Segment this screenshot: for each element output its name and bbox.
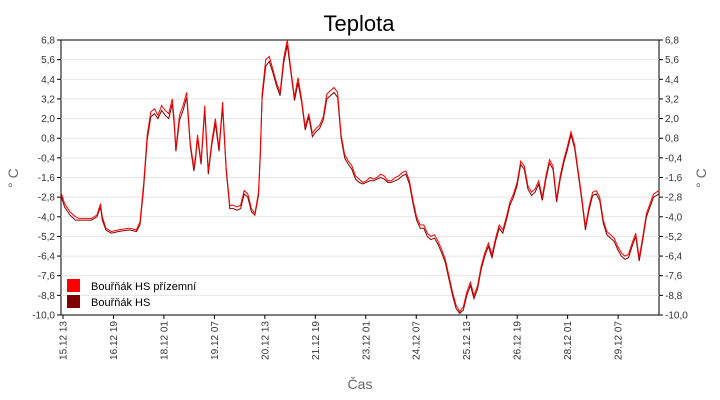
series-lines (60, 39, 660, 315)
x-tick-label: 16.12 19 (109, 321, 120, 360)
y-tick-label-right: 6,8 (665, 36, 679, 47)
y-tick-label-left: -6,4 (38, 252, 56, 263)
y-tick-label-left: -10,0 (32, 311, 55, 322)
x-tick-label: 29.12 07 (614, 321, 625, 360)
y-axis-right: 6,8 5,6 4,4 3,2 2,0 0,8 -0,4 -1,6 -2,8 -4,0 -5,2 -6… (659, 36, 688, 322)
y-tick-label-right: -5,2 (665, 232, 683, 243)
x-tick-label: 24.12 07 (412, 321, 423, 360)
y-tick-label-left: -2,8 (38, 193, 56, 204)
chart-title: Teplota (324, 11, 396, 36)
y-tick-label-left: -7,6 (38, 271, 56, 282)
y-tick-label-left: 5,6 (41, 55, 55, 66)
x-tick-label: 15.12 13 (59, 321, 70, 360)
y-tick-label-right: -7,6 (665, 271, 683, 282)
y-tick-label-left: 0,8 (41, 134, 55, 145)
y-tick-label-right: -8,8 (665, 291, 683, 302)
y-axis-title-left: ° C (5, 168, 21, 188)
y-tick-label-right: -6,4 (665, 252, 683, 263)
y-tick-label-left: -5,2 (38, 232, 56, 243)
x-tick-label: 25.12 13 (462, 321, 473, 360)
x-tick-label: 28.12 01 (563, 321, 574, 360)
legend-swatch-1 (67, 279, 80, 292)
y-tick-label-right: -1,6 (665, 173, 683, 184)
gridlines (61, 59, 659, 296)
series-line-1 (60, 39, 660, 313)
y-tick-label-left: 4,4 (41, 75, 55, 86)
y-tick-label-left: 3,2 (41, 94, 55, 105)
legend-label-1: Bouřňák HS přízemní (91, 281, 196, 293)
x-tick-label: 21.12 19 (311, 321, 322, 360)
legend: Bouřňák HS přízemní Bouřňák HS (67, 279, 196, 309)
x-tick-label: 19.12 07 (210, 321, 221, 360)
y-tick-label-right: 5,6 (665, 55, 679, 66)
y-tick-label-right: -4,0 (665, 212, 683, 223)
y-tick-label-right: 3,2 (665, 94, 679, 105)
y-tick-label-left: -4,0 (38, 212, 56, 223)
y-tick-label-right: -2,8 (665, 193, 683, 204)
y-tick-label-right: -0,4 (665, 153, 683, 164)
y-tick-label-right: 2,0 (665, 114, 679, 125)
x-tick-label: 26.12 19 (513, 321, 524, 360)
x-tick-label: 18.12 01 (159, 321, 170, 360)
legend-label-2: Bouřňák HS (91, 297, 150, 309)
y-axis-left: 6,8 5,6 4,4 3,2 2,0 0,8 -0,4 -1,6 -2,8 -4,0 -5,2 -6… (32, 36, 61, 322)
y-tick-label-left: -0,4 (38, 153, 56, 164)
y-tick-label-left: -1,6 (38, 173, 56, 184)
x-axis: 15.12 13 16.12 19 18.12 01 19.12 07 20.12 13… (59, 315, 625, 360)
y-tick-label-right: 0,8 (665, 134, 679, 145)
y-tick-label-right: 4,4 (665, 75, 679, 86)
y-tick-label-right: -10,0 (665, 311, 688, 322)
y-axis-title-right: ° C (693, 168, 709, 188)
x-tick-label: 23.12 01 (361, 321, 372, 360)
y-tick-label-left: 2,0 (41, 114, 55, 125)
y-tick-label-left: 6,8 (41, 36, 55, 47)
x-axis-title: Čas (348, 376, 373, 392)
y-tick-label-left: -8,8 (38, 291, 56, 302)
legend-swatch-2 (67, 295, 80, 308)
x-tick-label: 20.12 13 (260, 321, 271, 360)
